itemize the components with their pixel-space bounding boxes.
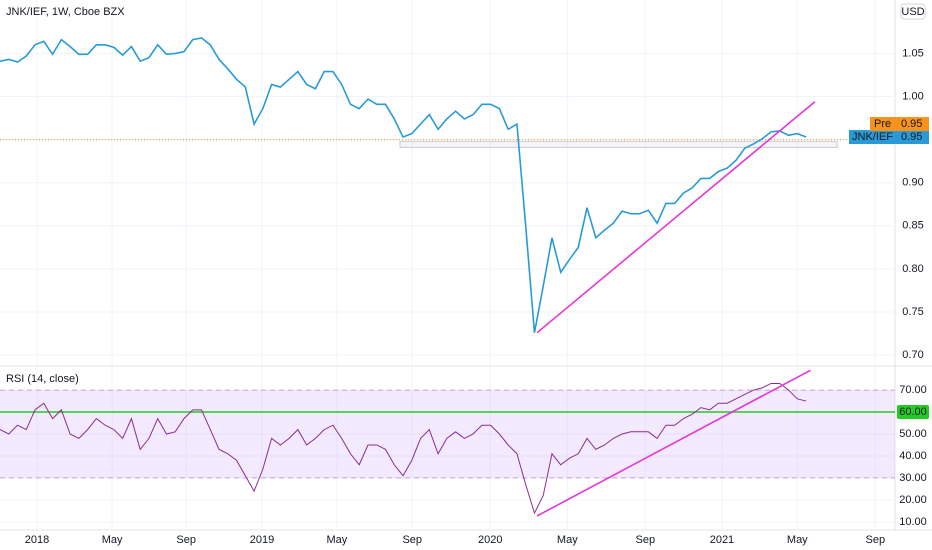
x-tick-label: May (787, 534, 808, 546)
last-value-label: 0.95 (901, 131, 922, 143)
level-label-box (897, 405, 929, 420)
y-tick-label: 0.80 (902, 263, 923, 275)
y-tick-label: 1.00 (902, 90, 923, 102)
last-value-name: JNK/IEF (852, 131, 893, 143)
rsi-band (0, 390, 895, 478)
series-line (0, 382, 807, 515)
x-tick-label: 2018 (25, 534, 49, 546)
x-tick-label: Sep (402, 534, 422, 546)
y-tick-label: 0.70 (902, 349, 923, 361)
x-tick-label: 2020 (478, 534, 502, 546)
y-tick-label: 70.00 (899, 384, 927, 396)
y-tick-label: 0.85 (902, 220, 923, 232)
trend-line (536, 369, 811, 517)
currency-box (900, 3, 926, 20)
x-tick-label: Sep (636, 534, 656, 546)
series-line (0, 37, 807, 333)
y-tick-label: 40.00 (899, 450, 927, 462)
pane-title: RSI (14, close) (6, 373, 79, 385)
pre-value: 0.95 (901, 118, 922, 130)
y-tick-label: 1.05 (902, 47, 923, 59)
x-tick-label: May (557, 534, 578, 546)
trend-line (536, 101, 816, 334)
last-value-box (849, 130, 929, 145)
y-tick-label: 0.75 (902, 306, 923, 318)
y-tick-label: 20.00 (899, 494, 927, 506)
y-tick-label: 0.90 (902, 177, 923, 189)
x-tick-label: Sep (865, 534, 885, 546)
x-tick-label: May (326, 534, 347, 546)
y-tick-label: 10.00 (899, 516, 927, 528)
x-tick-label: 2021 (710, 534, 734, 546)
x-tick-label: 2019 (250, 534, 274, 546)
pane-title: JNK/IEF, 1W, Cboe BZX (6, 6, 125, 18)
level-label: 60.00 (899, 406, 927, 418)
y-tick-label: 50.00 (899, 428, 927, 440)
x-tick-label: Sep (176, 534, 196, 546)
currency-label: USD (901, 6, 924, 18)
y-tick-label: 30.00 (899, 472, 927, 484)
range-box (399, 140, 838, 148)
pre-box (870, 117, 929, 132)
pre-label: Pre (874, 118, 891, 130)
x-tick-label: May (102, 534, 123, 546)
